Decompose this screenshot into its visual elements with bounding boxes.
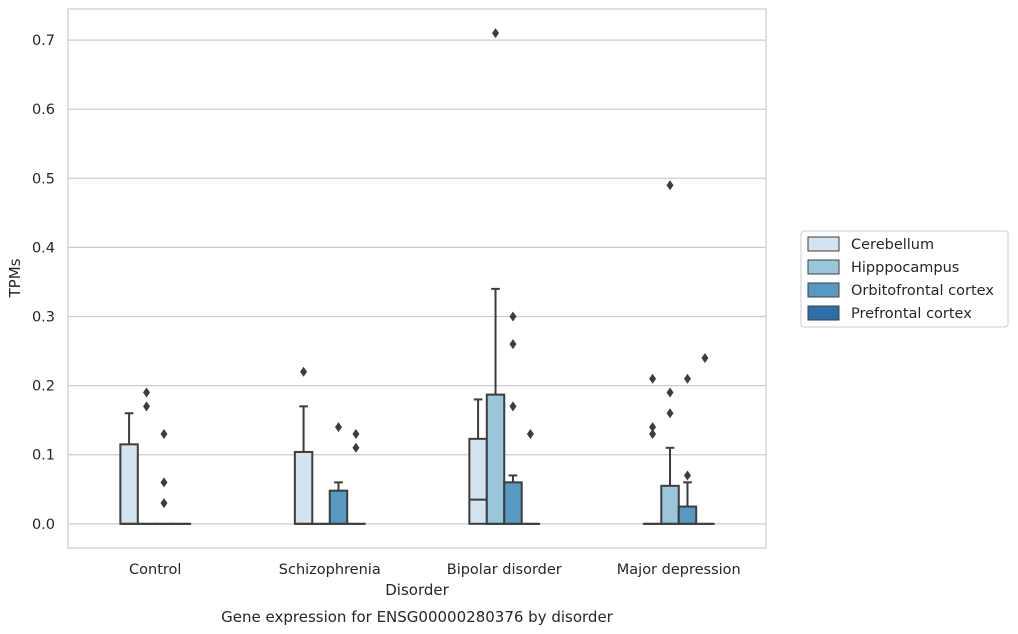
legend-swatch — [807, 282, 840, 298]
y-tick-label: 0.1 — [32, 448, 55, 464]
box — [468, 437, 488, 525]
box-hipppocampus — [136, 387, 157, 525]
outlier-point — [352, 442, 360, 453]
grid-lines — [68, 39, 766, 525]
outlier-point — [683, 470, 691, 481]
box-hipppocampus — [660, 180, 680, 525]
outlier-point — [160, 498, 168, 509]
box-cerebellum — [642, 373, 663, 525]
y-axis-ticks: 0.0 0.1 0.2 0.3 0.4 0.5 0.6 0.7 — [32, 33, 55, 533]
box-cerebellum — [468, 398, 488, 525]
box-prefrontal-cortex — [520, 428, 541, 525]
y-tick-label: 0.6 — [32, 102, 55, 118]
chart-title: Gene expression for ENSG00000280376 by d… — [221, 608, 614, 626]
y-axis-label: TPMs — [6, 258, 24, 298]
outlier-point — [352, 428, 360, 439]
y-tick-label: 0.3 — [32, 310, 55, 326]
outlier-point — [160, 428, 168, 439]
outlier-point — [666, 180, 674, 191]
y-tick-label: 0.7 — [32, 33, 55, 49]
outlier-point — [526, 428, 534, 439]
outlier-point — [509, 401, 517, 412]
box — [119, 443, 139, 525]
x-tick-label: Major depression — [617, 562, 741, 578]
outlier-point — [509, 339, 517, 350]
outlier-point — [334, 422, 342, 433]
y-tick-label: 0.0 — [32, 517, 55, 533]
legend: Cerebellum Hipppocampus Orbitofrontal cort… — [800, 230, 1009, 328]
box-orbitofrontal-cortex — [503, 311, 523, 525]
legend-label: Orbitofrontal cortex — [851, 283, 994, 299]
box — [485, 393, 506, 525]
box-cerebellum — [293, 366, 314, 525]
outlier-point — [649, 373, 657, 384]
box-cerebellum — [119, 412, 139, 525]
legend-swatch — [807, 236, 840, 252]
box-orbitofrontal-cortex — [154, 428, 174, 525]
box-orbitofrontal-cortex — [677, 373, 698, 525]
outlier-point — [649, 422, 657, 433]
box — [328, 489, 349, 525]
outlier-point — [160, 477, 168, 488]
box — [660, 484, 680, 525]
outlier-point — [492, 28, 500, 39]
outlier-point — [143, 387, 151, 398]
y-tick-label: 0.5 — [32, 171, 55, 187]
x-axis-label: Disorder — [385, 581, 449, 599]
box-prefrontal-cortex — [346, 428, 366, 525]
x-tick-label: Schizophrenia — [279, 562, 381, 578]
box-hipppocampus — [485, 28, 506, 525]
legend-swatch — [807, 305, 840, 321]
box — [293, 450, 314, 525]
outlier-point — [701, 352, 709, 363]
plot-area-frame — [67, 8, 767, 549]
outlier-point — [143, 401, 151, 412]
outlier-point — [300, 366, 308, 377]
outlier-point — [666, 387, 674, 398]
outlier-point — [649, 428, 657, 439]
legend-label: Hipppocampus — [851, 260, 959, 276]
box-layer — [119, 28, 715, 525]
legend-label: Cerebellum — [851, 237, 934, 253]
y-tick-label: 0.4 — [32, 240, 55, 256]
x-tick-label: Bipolar disorder — [447, 562, 562, 578]
y-tick-label: 0.2 — [32, 379, 55, 395]
legend-swatch — [807, 259, 840, 275]
x-tick-label: Control — [129, 562, 181, 578]
box-orbitofrontal-cortex — [328, 422, 349, 525]
box — [677, 505, 698, 525]
outlier-point — [509, 311, 517, 322]
box-prefrontal-cortex — [695, 352, 715, 525]
outlier-point — [683, 373, 691, 384]
box — [503, 481, 523, 525]
outlier-point — [666, 408, 674, 419]
x-axis-ticks: Control Schizophrenia Bipolar disorder Majo… — [129, 562, 741, 578]
legend-frame — [800, 230, 1009, 328]
legend-label: Prefrontal cortex — [851, 306, 972, 322]
